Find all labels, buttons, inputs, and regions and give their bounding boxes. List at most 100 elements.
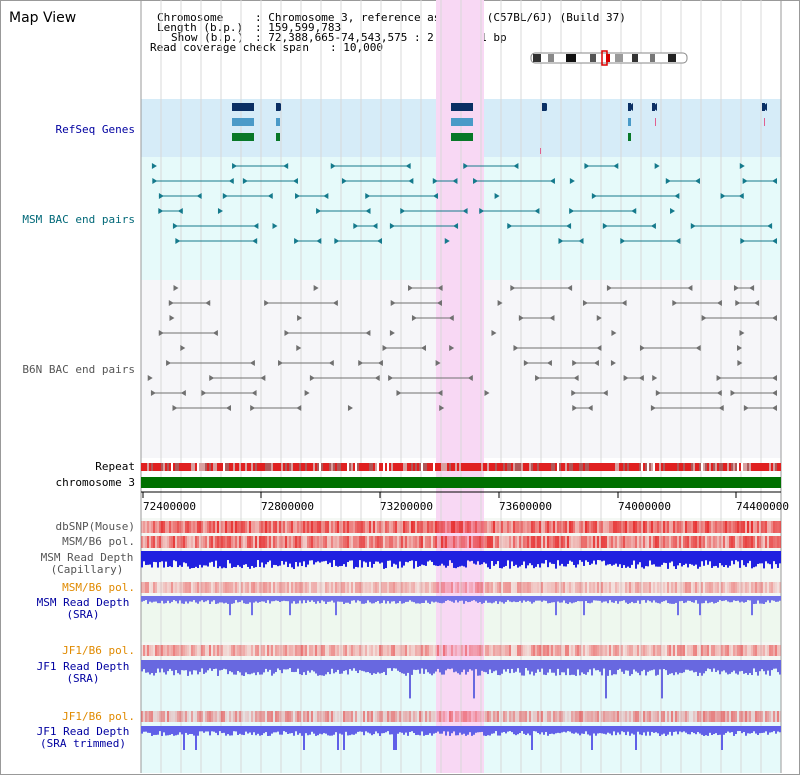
msm-capillary-depth xyxy=(297,551,299,567)
snp-density-cell xyxy=(199,645,201,656)
snp-density-cell xyxy=(679,645,681,656)
msm-sra-depth xyxy=(501,596,503,603)
ideogram-band xyxy=(548,54,554,62)
jf1-sra-depth xyxy=(693,660,695,673)
snp-density-cell xyxy=(515,582,517,593)
snp-density-cell xyxy=(563,645,565,656)
msm-capillary-depth xyxy=(565,551,567,567)
snp-density-cell xyxy=(293,645,295,656)
repeat-segment xyxy=(503,463,505,471)
jf1-sra-depth xyxy=(623,660,625,674)
jf1-sra-depth xyxy=(569,660,571,676)
snp-density-cell xyxy=(515,521,517,533)
jf1-trimmed-depth xyxy=(763,726,765,733)
b6n-bac-end xyxy=(513,345,519,351)
snp-density-cell xyxy=(671,521,673,533)
snp-density-cell xyxy=(155,582,157,593)
refseq-gene-arrow xyxy=(652,103,657,111)
jf1-trimmed-depth xyxy=(565,726,567,733)
snp-density-cell xyxy=(377,582,379,593)
jf1-sra-depth xyxy=(211,660,213,671)
snp-density-cell xyxy=(565,536,567,548)
snp-density-cell xyxy=(301,582,303,593)
msm-capillary-depth xyxy=(153,551,155,562)
msm-capillary-depth xyxy=(729,551,731,566)
jf1-trimmed-depth xyxy=(481,726,483,732)
jf1-sra-depth xyxy=(469,660,471,670)
track-label-refseq[interactable]: RefSeq Genes xyxy=(55,123,135,136)
track-label-b6n-bac[interactable]: B6N BAC end pairs xyxy=(22,363,135,376)
jf1-trimmed-depth xyxy=(475,726,477,733)
snp-density-cell xyxy=(605,536,607,548)
snp-density-cell xyxy=(601,711,603,722)
snp-density-cell xyxy=(565,521,567,533)
snp-density-cell xyxy=(467,536,469,548)
snp-density-cell xyxy=(219,536,221,548)
jf1-sra-depth xyxy=(235,660,237,675)
jf1-trimmed-depth xyxy=(749,726,751,734)
snp-density-cell xyxy=(353,582,355,593)
jf1-trimmed-depth xyxy=(161,726,163,736)
track-label-repeat: Repeat xyxy=(95,460,135,473)
snp-density-cell xyxy=(179,536,181,548)
msm-sra-depth xyxy=(477,596,479,603)
jf1-sra-depth xyxy=(481,660,483,671)
jf1-sra-depth xyxy=(367,660,369,672)
refseq-transcript xyxy=(628,118,631,126)
msm-bac-end xyxy=(228,178,234,184)
msm-sra-depth xyxy=(183,596,185,604)
snp-density-cell xyxy=(379,521,381,533)
snp-density-cell xyxy=(339,711,341,722)
snp-density-cell xyxy=(321,645,323,656)
jf1-trimmed-depth xyxy=(317,726,319,736)
snp-density-cell xyxy=(723,536,725,548)
snp-density-cell xyxy=(429,582,431,593)
snp-density-cell xyxy=(257,582,259,593)
b6n-bac-end xyxy=(610,360,616,366)
snp-density-cell xyxy=(401,536,403,548)
msm-sra-depth xyxy=(683,596,685,604)
snp-density-cell xyxy=(563,536,565,548)
snp-density-cell xyxy=(299,711,301,722)
snp-density-cell xyxy=(437,521,439,533)
snp-density-cell xyxy=(275,711,277,722)
msm-capillary-depth xyxy=(183,551,185,563)
snp-density-cell xyxy=(279,536,281,548)
jf1-trimmed-depth xyxy=(499,726,501,736)
repeat-segment xyxy=(449,463,451,471)
snp-density-cell xyxy=(399,536,401,548)
msm-sra-depth xyxy=(269,596,271,604)
snp-density-cell xyxy=(163,711,165,722)
track-label-msm-bac[interactable]: MSM BAC end pairs xyxy=(22,213,135,226)
jf1-sra-depth xyxy=(423,660,425,674)
jf1-trimmed-depth xyxy=(479,726,481,733)
repeat-segment xyxy=(249,463,251,471)
msm-capillary-depth xyxy=(275,551,277,566)
snp-density-cell xyxy=(705,536,707,548)
msm-bac-end xyxy=(740,238,746,244)
snp-density-cell xyxy=(637,711,639,722)
snp-density-cell xyxy=(293,582,295,593)
msm-capillary-depth xyxy=(295,551,297,563)
repeat-segment xyxy=(327,463,329,471)
snp-density-cell xyxy=(647,536,649,548)
snp-density-cell xyxy=(667,536,669,548)
snp-density-cell xyxy=(601,645,603,656)
snp-density-cell xyxy=(689,645,691,656)
snp-density-cell xyxy=(291,582,293,593)
snp-density-cell xyxy=(711,521,713,533)
snp-density-cell xyxy=(597,521,599,533)
msm-bac-end xyxy=(242,178,248,184)
snp-density-cell xyxy=(533,711,535,722)
snp-density-cell xyxy=(255,645,257,656)
jf1-trimmed-depth xyxy=(775,726,777,734)
repeat-segment xyxy=(749,463,751,471)
msm-sra-depth xyxy=(307,596,309,601)
msm-capillary-depth xyxy=(231,551,233,568)
snp-density-cell xyxy=(719,582,721,593)
msm-capillary-depth xyxy=(169,551,171,567)
snp-density-cell xyxy=(349,536,351,548)
repeat-segment xyxy=(527,463,529,471)
msm-bac-end xyxy=(613,163,619,169)
